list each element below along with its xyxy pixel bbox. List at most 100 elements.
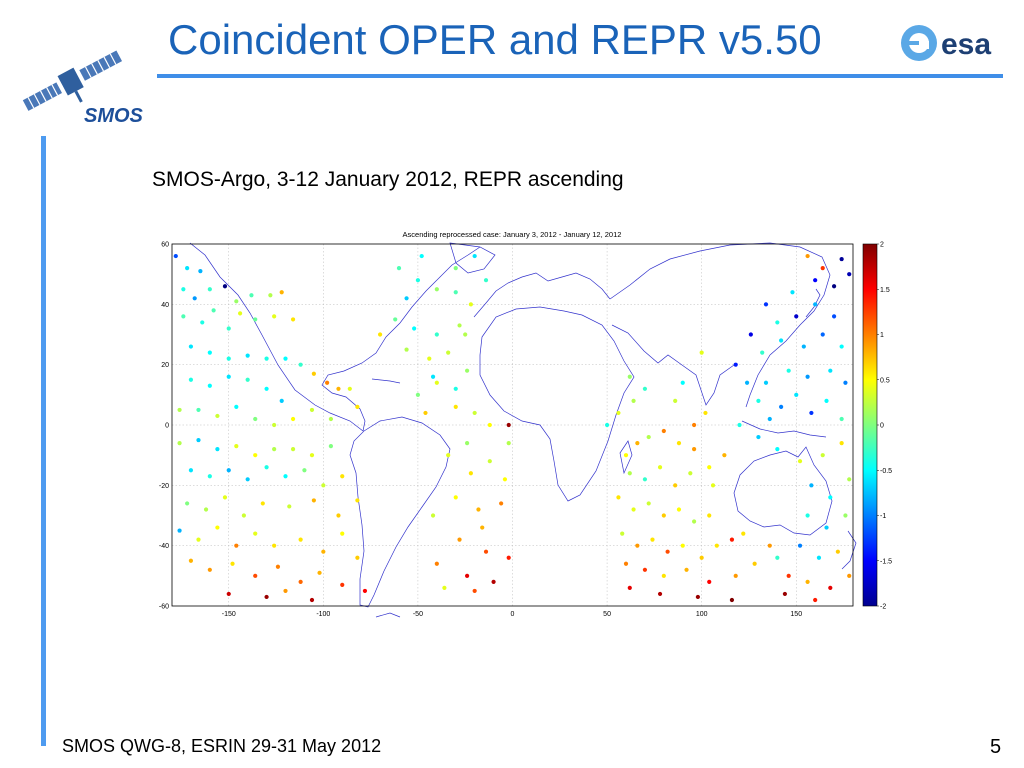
- data-point: [340, 474, 345, 479]
- data-point: [729, 537, 735, 542]
- data-point: [188, 377, 194, 382]
- data-point: [756, 434, 761, 440]
- data-point: [427, 356, 432, 361]
- data-point: [453, 495, 458, 500]
- data-point: [661, 573, 666, 578]
- chart-caption: SMOS-Argo, 3-12 January 2012, REPR ascen…: [152, 168, 624, 191]
- y-tick-label: 20: [161, 362, 169, 369]
- data-point: [707, 465, 712, 470]
- data-point: [222, 284, 228, 289]
- data-point: [234, 299, 239, 304]
- coastlines: [189, 242, 857, 618]
- data-point: [760, 350, 765, 355]
- data-point: [616, 410, 621, 416]
- data-point: [847, 573, 852, 578]
- data-point: [465, 441, 470, 446]
- data-point: [192, 296, 197, 301]
- data-point: [642, 386, 648, 391]
- data-point: [453, 290, 458, 295]
- data-point: [831, 284, 837, 289]
- data-point: [355, 498, 360, 503]
- x-tick-label: -50: [413, 611, 423, 618]
- data-point: [756, 398, 761, 403]
- data-point: [415, 278, 421, 283]
- data-point: [805, 374, 810, 379]
- data-point: [635, 441, 640, 446]
- data-point: [355, 555, 360, 560]
- data-point: [311, 371, 316, 376]
- grid-lines: [172, 244, 853, 606]
- data-point: [797, 459, 803, 464]
- data-point: [260, 501, 265, 506]
- data-point: [272, 422, 277, 428]
- data-point: [688, 471, 693, 476]
- data-point: [196, 437, 201, 443]
- data-point: [843, 380, 848, 385]
- slide-title: Coincident OPER and REPR v5.50: [168, 16, 822, 63]
- data-point: [786, 573, 791, 578]
- data-point: [506, 441, 511, 446]
- data-point: [396, 266, 402, 271]
- data-point: [404, 296, 409, 301]
- data-point: [253, 416, 258, 422]
- data-point: [676, 507, 682, 512]
- data-point: [805, 513, 810, 518]
- data-point: [657, 591, 663, 597]
- data-point: [317, 570, 322, 575]
- data-point: [472, 253, 477, 259]
- data-point: [620, 531, 625, 536]
- data-point: [249, 293, 254, 298]
- data-point: [434, 287, 439, 292]
- page-number: 5: [990, 736, 1002, 758]
- data-point: [196, 407, 201, 413]
- data-point: [604, 422, 610, 428]
- data-point: [419, 253, 424, 259]
- data-point: [790, 290, 795, 295]
- data-point: [692, 519, 697, 524]
- x-tick-label: 50: [603, 611, 611, 618]
- data-point: [446, 453, 451, 458]
- data-point: [185, 501, 190, 506]
- data-point: [290, 447, 296, 452]
- data-point: [631, 507, 636, 512]
- satellite-icon: [22, 50, 123, 111]
- data-point: [699, 350, 704, 355]
- data-point: [207, 287, 212, 292]
- data-point: [222, 495, 228, 500]
- data-point: [423, 410, 428, 416]
- data-point: [264, 594, 269, 600]
- data-point: [298, 579, 303, 584]
- colorbar-tick-label: 0: [880, 423, 884, 430]
- data-point: [188, 468, 194, 473]
- data-point: [623, 561, 629, 566]
- y-tick-label: 0: [165, 423, 169, 430]
- data-point: [839, 344, 844, 349]
- data-point: [661, 513, 666, 518]
- data-point: [404, 347, 409, 352]
- data-point: [453, 404, 458, 409]
- colorbar-tick-label: 2: [880, 242, 884, 249]
- y-tick-label: -40: [159, 543, 169, 550]
- data-point: [309, 453, 315, 458]
- data-point: [472, 588, 477, 594]
- esa-logo: esa: [901, 25, 991, 61]
- data-point: [253, 453, 258, 458]
- data-point: [241, 513, 246, 518]
- data-point: [744, 380, 750, 385]
- data-point: [642, 567, 648, 572]
- x-tick-label: 0: [511, 611, 515, 618]
- data-point: [430, 374, 436, 379]
- data-point: [635, 543, 640, 548]
- y-tick-label: -20: [159, 483, 169, 490]
- smos-logo: SMOS: [22, 50, 144, 127]
- data-point: [828, 585, 833, 590]
- data-point: [741, 531, 746, 536]
- data-point: [627, 471, 632, 476]
- data-point: [831, 314, 837, 319]
- data-point: [673, 483, 678, 488]
- x-tick-label: -150: [222, 611, 236, 618]
- data-point: [234, 543, 239, 548]
- data-point: [692, 422, 697, 428]
- colorbar-tick-label: 0.5: [880, 377, 890, 384]
- data-point: [290, 317, 296, 322]
